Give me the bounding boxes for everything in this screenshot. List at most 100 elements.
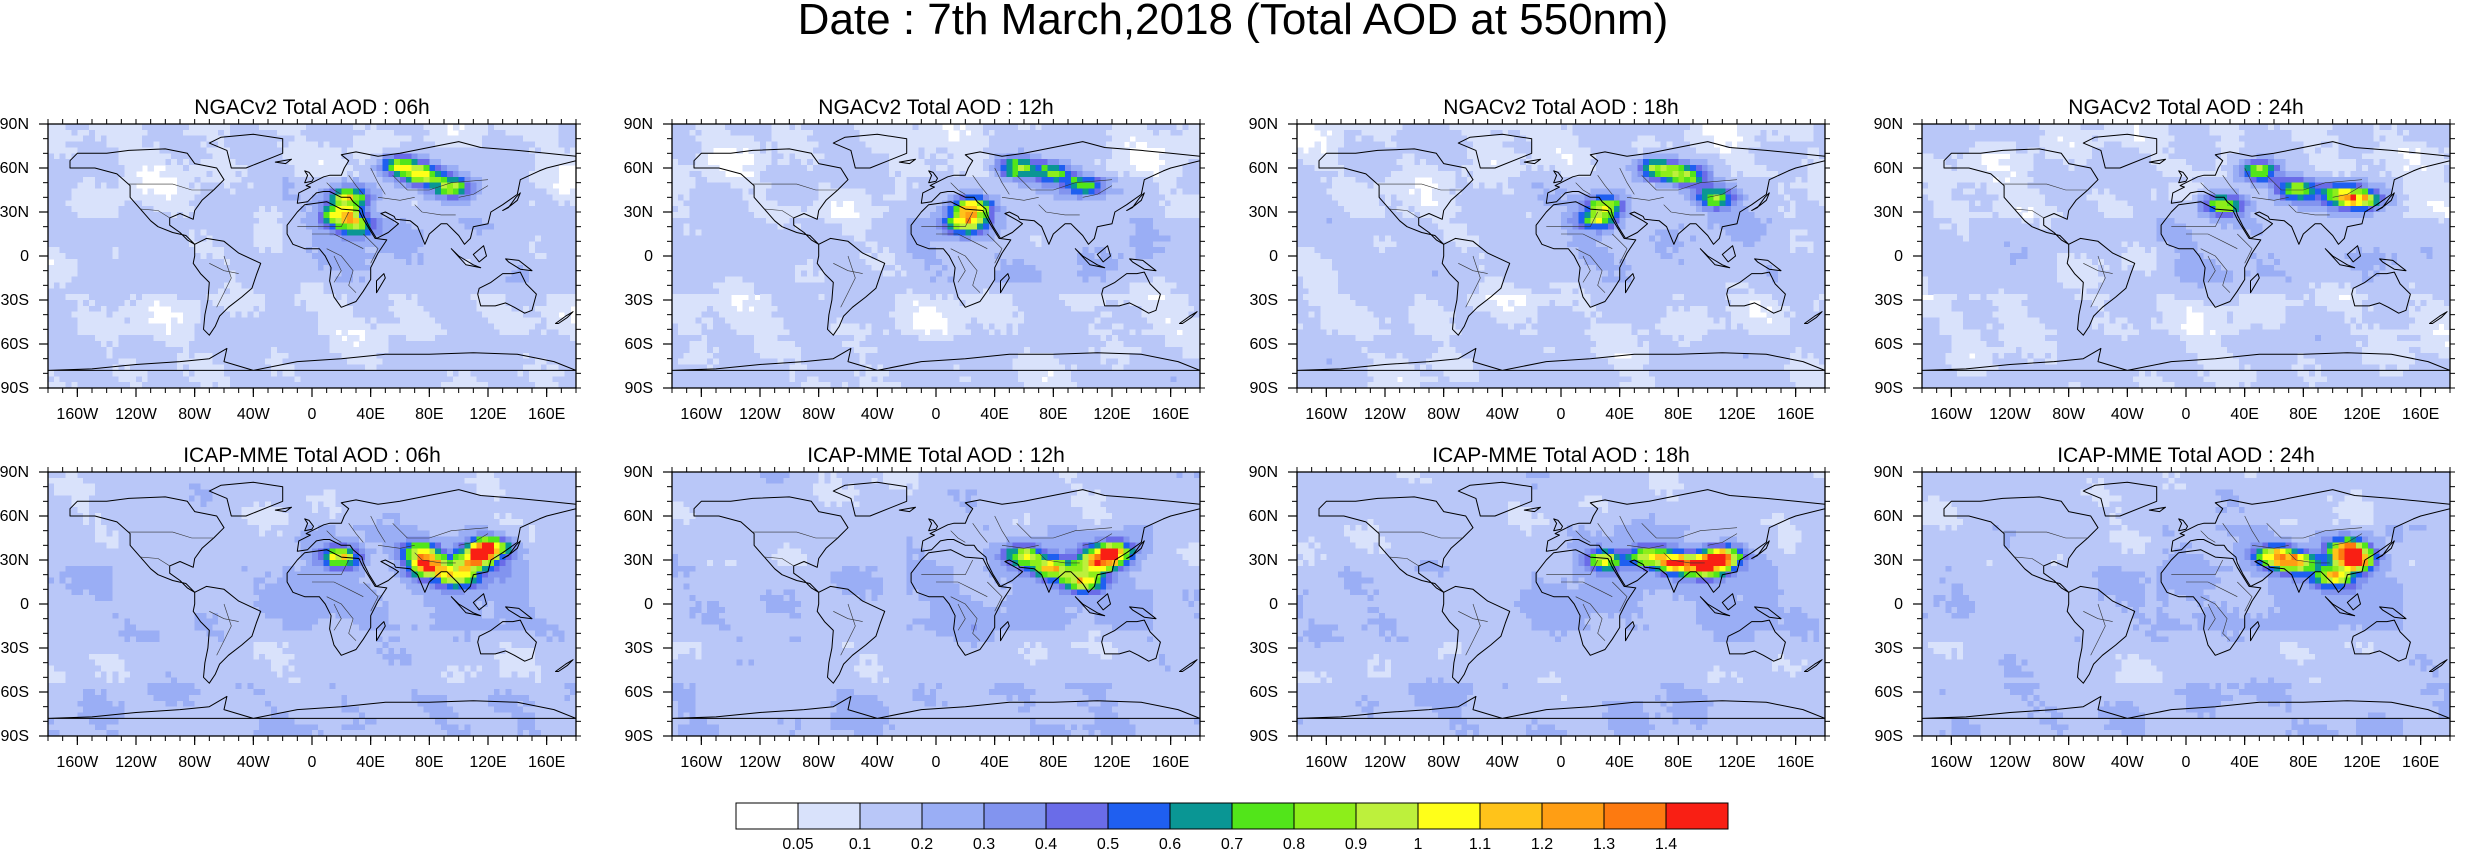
x-tick-label: 160W <box>1930 754 1973 771</box>
x-tick-label: 40W <box>1486 406 1520 423</box>
y-tick-label: 0 <box>1894 596 1903 613</box>
x-tick-label: 120W <box>1989 754 2032 771</box>
x-tick-label: 0 <box>2182 754 2191 771</box>
x-tick-label: 120W <box>115 406 158 423</box>
coastlines <box>1297 133 1825 371</box>
x-tick-label: 40W <box>2111 754 2145 771</box>
colorbar-box <box>983 802 1047 830</box>
colorbar-label: 1.3 <box>1593 836 1615 853</box>
colorbar-box <box>1417 802 1481 830</box>
colorbar-box <box>797 802 861 830</box>
x-tick-label: 0 <box>932 754 941 771</box>
x-tick-label: 80W <box>178 406 212 423</box>
x-tick-label: 160E <box>1152 406 1189 423</box>
x-tick-label: 120E <box>1093 754 1130 771</box>
x-tick-label: 160E <box>1152 754 1189 771</box>
panel-title: ICAP-MME Total AOD : 06h <box>183 444 441 467</box>
map-panel: NGACv2 Total AOD : 06h 160W 120W 80W 40W 0 40E… <box>0 96 581 423</box>
x-tick-label: 160W <box>56 754 99 771</box>
x-tick-label: 120E <box>2343 406 2380 423</box>
colorbar-box <box>1603 802 1667 830</box>
y-tick-label: 60N <box>1249 508 1278 525</box>
x-tick-label: 80W <box>2052 754 2086 771</box>
y-tick-label: 30N <box>0 552 29 569</box>
x-tick-label: 120E <box>1718 754 1755 771</box>
y-tick-label: 60S <box>625 336 653 353</box>
colorbar-box <box>1169 802 1233 830</box>
y-tick-label: 90N <box>1249 116 1278 133</box>
colorbar-label: 0.7 <box>1221 836 1243 853</box>
x-tick-label: 160E <box>2402 754 2439 771</box>
colorbar-label: 0.4 <box>1035 836 1057 853</box>
panel-title: ICAP-MME Total AOD : 12h <box>807 444 1065 467</box>
colorbar-label: 0.1 <box>849 836 871 853</box>
y-tick-label: 30S <box>1 640 29 657</box>
x-tick-label: 80E <box>1664 754 1692 771</box>
x-tick-label: 40E <box>356 406 384 423</box>
y-tick-label: 90N <box>1874 116 1903 133</box>
x-tick-label: 80W <box>1427 406 1461 423</box>
map-panels: NGACv2 Total AOD : 06h 160W 120W 80W 40W 0 40E… <box>0 96 2455 771</box>
x-tick-label: 160E <box>528 754 565 771</box>
aod-field <box>1297 472 1825 736</box>
x-tick-label: 120W <box>1989 406 2032 423</box>
y-tick-label: 30S <box>1250 640 1278 657</box>
x-tick-label: 80W <box>802 406 836 423</box>
y-tick-label: 60N <box>0 160 29 177</box>
x-tick-label: 120W <box>739 754 782 771</box>
y-tick-label: 30S <box>1875 292 1903 309</box>
map-panel: ICAP-MME Total AOD : 18h 160W 120W 80W 40W 0 4… <box>1249 444 1830 771</box>
y-tick-label: 60S <box>1 684 29 701</box>
y-tick-label: 90N <box>1874 464 1903 481</box>
x-tick-label: 80E <box>2289 754 2317 771</box>
aod-field <box>1297 124 1825 388</box>
y-tick-label: 60S <box>1875 336 1903 353</box>
y-tick-label: 0 <box>20 248 29 265</box>
x-tick-label: 40W <box>2111 406 2145 423</box>
colorbar-box <box>1293 802 1357 830</box>
y-tick-label: 0 <box>1269 248 1278 265</box>
map-panel: ICAP-MME Total AOD : 06h 160W 120W 80W 40W 0 4… <box>0 444 581 771</box>
x-tick-label: 120W <box>115 754 158 771</box>
y-tick-label: 90N <box>624 116 653 133</box>
x-tick-label: 40W <box>861 406 895 423</box>
aod-field <box>672 124 1200 388</box>
map-panel: NGACv2 Total AOD : 18h 160W 120W 80W 40W 0 40E… <box>1249 96 1830 423</box>
x-tick-label: 160W <box>680 406 723 423</box>
colorbar-box <box>735 802 799 830</box>
coastlines <box>1297 481 1825 719</box>
y-tick-label: 90S <box>625 728 653 745</box>
y-tick-label: 90S <box>1 380 29 397</box>
aod-field <box>1922 472 2450 736</box>
x-tick-label: 40W <box>1486 754 1520 771</box>
y-tick-label: 60N <box>624 508 653 525</box>
colorbar-label: 0.9 <box>1345 836 1367 853</box>
x-tick-label: 80E <box>1039 754 1067 771</box>
panel-title: NGACv2 Total AOD : 18h <box>1443 96 1678 119</box>
coastlines <box>1922 481 2450 719</box>
x-tick-label: 120E <box>469 754 506 771</box>
map-panel: ICAP-MME Total AOD : 24h 160W 120W 80W 40W 0 4… <box>1874 444 2455 771</box>
x-tick-label: 80W <box>802 754 836 771</box>
colorbar-box <box>1479 802 1543 830</box>
panel-title: NGACv2 Total AOD : 06h <box>194 96 429 119</box>
colorbar-box <box>1045 802 1109 830</box>
y-tick-label: 90S <box>1250 380 1278 397</box>
y-tick-label: 0 <box>1894 248 1903 265</box>
y-tick-label: 90S <box>625 380 653 397</box>
aod-field <box>1922 124 2450 388</box>
x-tick-label: 40E <box>980 406 1008 423</box>
y-tick-label: 0 <box>1269 596 1278 613</box>
y-tick-label: 60S <box>625 684 653 701</box>
y-tick-label: 30S <box>625 292 653 309</box>
y-tick-label: 30N <box>1874 204 1903 221</box>
x-tick-label: 40E <box>1605 754 1633 771</box>
aod-field <box>48 472 576 736</box>
coastlines <box>48 481 576 719</box>
x-tick-label: 0 <box>308 406 317 423</box>
x-tick-label: 160E <box>1777 406 1814 423</box>
y-tick-label: 0 <box>644 248 653 265</box>
colorbar-box <box>1231 802 1295 830</box>
y-tick-label: 30S <box>1250 292 1278 309</box>
colorbar-box <box>1665 802 1729 830</box>
